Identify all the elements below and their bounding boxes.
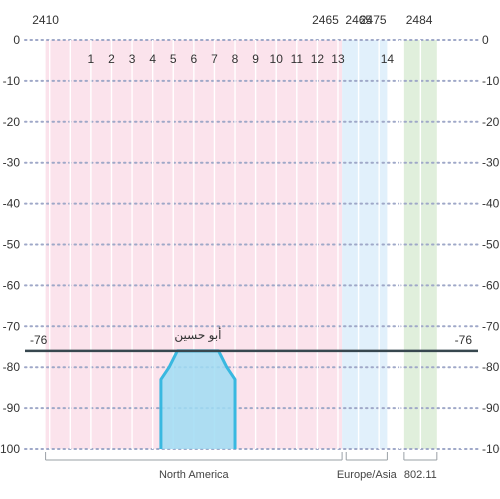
- channel-label-1: 1: [88, 52, 95, 66]
- region-label: 802.11: [404, 469, 437, 481]
- frequency-label: 2465: [345, 13, 372, 27]
- channel-label-8: 8: [232, 52, 239, 66]
- y-tick-label-right: -30: [482, 156, 500, 170]
- region-brackets: North America Europe/Asia 802.11: [45, 452, 438, 481]
- channel-label-11: 11: [291, 52, 304, 66]
- channel-label-6: 6: [191, 52, 198, 66]
- channel-label-2: 2: [108, 52, 115, 66]
- y-tick-label-right: 0: [482, 33, 489, 47]
- y-tick-label-right: -80: [482, 360, 500, 374]
- channel-label-10: 10: [270, 52, 284, 66]
- y-tick-label-left: -50: [3, 238, 21, 252]
- channel-label-13: 13: [331, 52, 345, 66]
- channel-label-9: 9: [252, 52, 259, 66]
- threshold-layer: -76 -76: [25, 333, 478, 353]
- y-tick-label-right: -90: [482, 401, 500, 415]
- threshold-label-left: -76: [30, 333, 48, 347]
- frequency-label: 2410: [32, 13, 59, 27]
- channel-label-12: 12: [311, 52, 325, 66]
- y-tick-label-right: -40: [482, 197, 500, 211]
- frequency-label: 2465: [312, 13, 339, 27]
- region-label: Europe/Asia: [337, 469, 398, 481]
- channel-label-5: 5: [170, 52, 177, 66]
- y-tick-label-left: -10: [3, 74, 21, 88]
- y-tick-label-left: -30: [3, 156, 21, 170]
- y-tick-label-right: -70: [482, 319, 500, 333]
- y-tick-label-left: -20: [3, 115, 21, 129]
- channel-label-4: 4: [149, 52, 156, 66]
- y-tick-label-left: -60: [3, 278, 21, 292]
- frequency-label: 2484: [406, 13, 433, 27]
- grid-layer: [24, 39, 479, 450]
- channel-label-3: 3: [129, 52, 136, 66]
- series-name-label: أبو حسين: [174, 327, 221, 342]
- y-tick-label-right: -100: [482, 442, 500, 456]
- frequency-label: 2475: [360, 13, 387, 27]
- y-tick-label-left: -90: [3, 401, 21, 415]
- channel-label-7: 7: [211, 52, 218, 66]
- y-tick-label-right: -50: [482, 238, 500, 252]
- series-area-0: [160, 350, 236, 449]
- y-tick-label-left: -70: [3, 319, 21, 333]
- channel-labels: 1 2 3 4 5 6 7 8 9 10 11 12 13 14: [88, 52, 395, 66]
- y-axis: 0 0 -10 -10 -20 -20 -30 -30 -40 -40 -50 -50 -60 -60 -7…: [0, 33, 500, 456]
- y-tick-label-left: -40: [3, 197, 21, 211]
- channel-label-14: 14: [381, 52, 395, 66]
- y-tick-label-left: -100: [0, 442, 20, 456]
- y-tick-label-left: 0: [13, 33, 20, 47]
- y-tick-label-right: -20: [482, 115, 500, 129]
- y-tick-label-right: -60: [482, 278, 500, 292]
- y-tick-label-left: -80: [3, 360, 21, 374]
- threshold-label-right: -76: [455, 333, 473, 347]
- region-label: North America: [159, 469, 230, 481]
- y-tick-label-right: -10: [482, 74, 500, 88]
